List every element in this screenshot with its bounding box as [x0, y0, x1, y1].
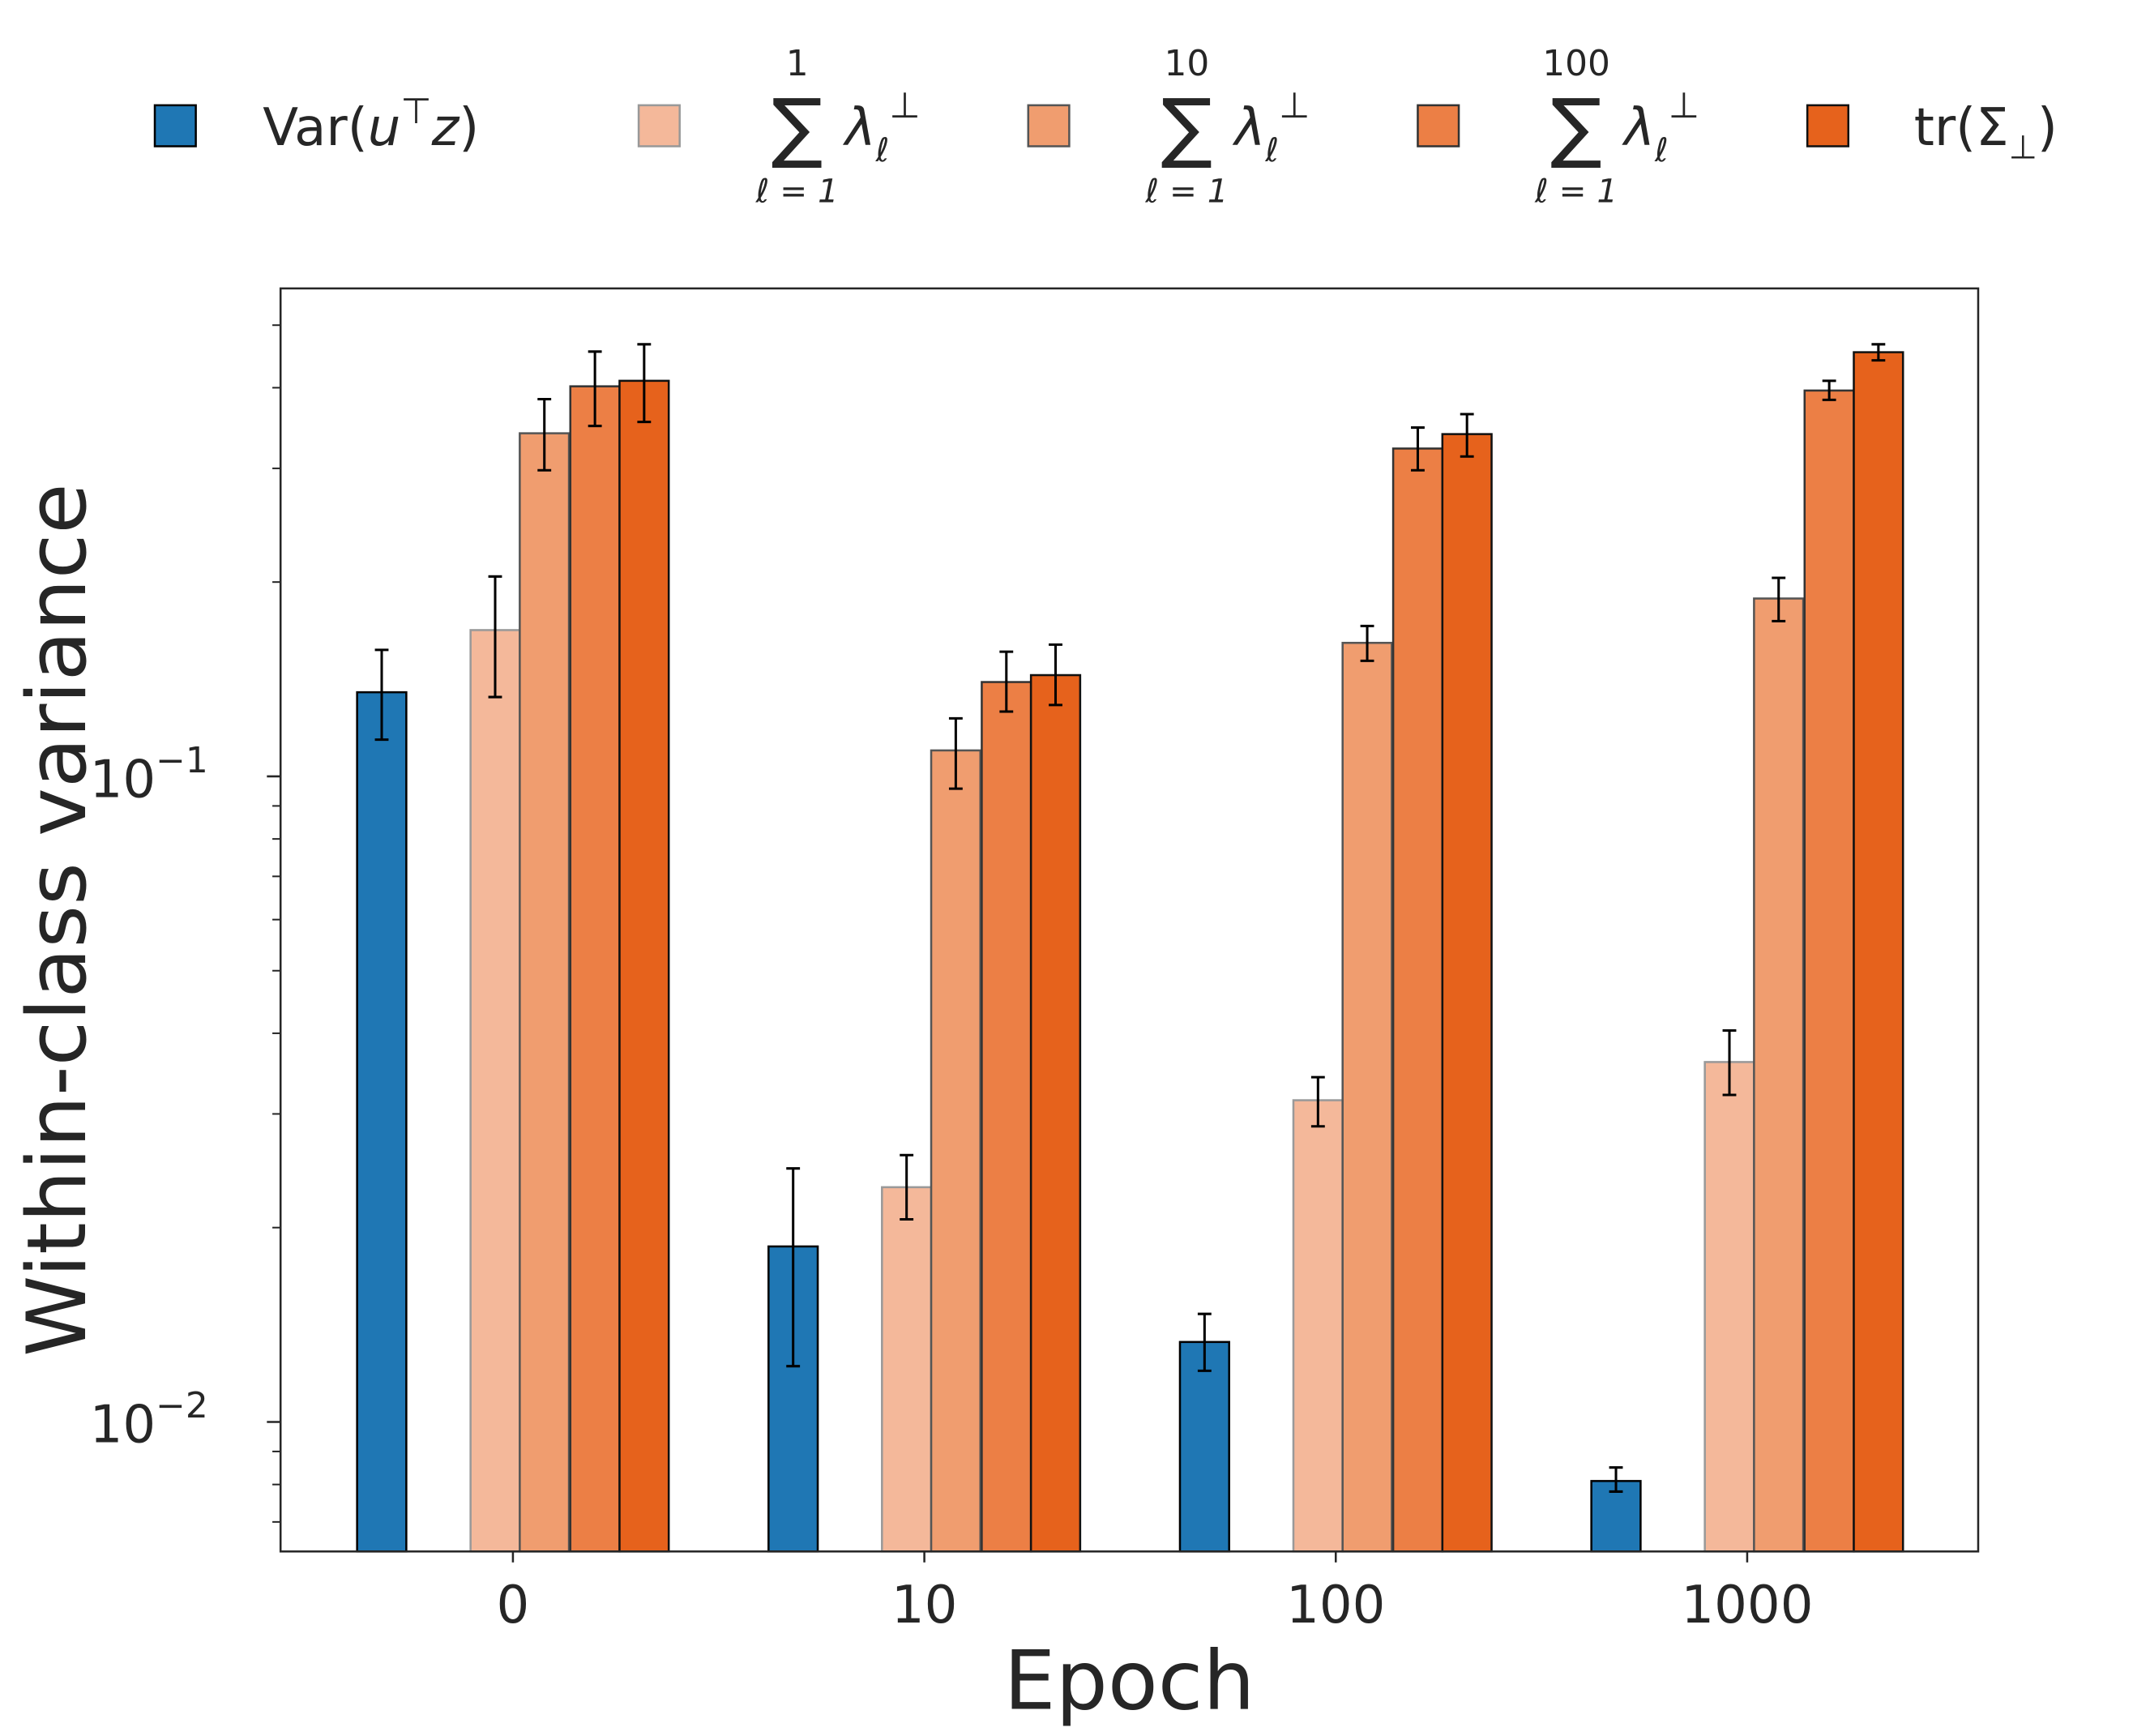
error-bar-2-10: [948, 716, 963, 790]
legend-sum-bottom: ℓ = 1: [755, 172, 839, 211]
axes: 0 10 100 1000: [267, 324, 1813, 1636]
legend-swatch-trace: [1806, 104, 1850, 148]
error-bar-0-0: [374, 648, 389, 742]
bar-2-0: [519, 432, 571, 1553]
x-tick-label-0: 0: [497, 1576, 530, 1636]
y-axis-label: Within-class variance: [9, 483, 105, 1357]
legend-lambda: λℓ⊥: [1232, 85, 1310, 169]
plot-frame: [279, 287, 1980, 1553]
error-bar-3-10: [999, 650, 1014, 713]
legend-entry-sum-1: 1 ∑ ℓ = 1 λℓ⊥: [637, 43, 921, 211]
bar-1-10: [881, 1186, 933, 1553]
y-tick-label-0.01: 10−2: [90, 1385, 208, 1455]
bar-3-1000: [1803, 389, 1855, 1553]
legend-sum-top: 1: [786, 43, 809, 84]
error-bar-4-0: [637, 343, 652, 424]
error-bar-2-0: [537, 397, 552, 472]
bars-layer: [356, 351, 1904, 1553]
bar-4-100: [1441, 433, 1493, 1553]
error-bar-4-100: [1460, 413, 1474, 458]
error-bar-3-1000: [1822, 379, 1836, 401]
error-bar-1-1000: [1722, 1028, 1737, 1097]
error-bar-0-100: [1197, 1312, 1212, 1372]
error-bar-2-1000: [1772, 576, 1786, 622]
legend-swatch-sum-1: [637, 104, 681, 148]
bar-1-0: [469, 629, 521, 1553]
bar-4-0: [618, 379, 670, 1553]
legend-swatch-var: [153, 104, 197, 148]
error-bar-3-0: [588, 350, 602, 428]
bar-0-0: [356, 691, 408, 1553]
bar-3-0: [569, 385, 621, 1553]
bar-1-1000: [1703, 1061, 1755, 1553]
y-tick-label-0.1: 10−1: [90, 740, 208, 810]
error-bar-4-10: [1049, 643, 1062, 707]
error-bar-4-1000: [1871, 343, 1886, 362]
error-bar-1-100: [1310, 1075, 1325, 1128]
legend-label-trace: tr(Σ⊥): [1914, 98, 2058, 167]
legend-swatch-sum-10: [1027, 104, 1071, 148]
error-bar-1-0: [488, 575, 502, 699]
sigma-symbol: ∑: [1161, 83, 1213, 172]
bar-0-100: [1178, 1340, 1230, 1553]
bar-2-100: [1341, 641, 1393, 1553]
x-tick-label-1000: 1000: [1681, 1576, 1813, 1636]
legend-entry-sum-100: 100 ∑ ℓ = 1 λℓ⊥: [1417, 43, 1699, 211]
sigma-symbol: ∑: [772, 83, 823, 172]
bar-1-100: [1292, 1099, 1344, 1553]
bar-3-10: [981, 681, 1032, 1553]
legend-sum-top: 100: [1542, 43, 1610, 84]
bar-3-100: [1391, 447, 1444, 1553]
sigma-symbol: ∑: [1550, 83, 1602, 172]
bar-4-1000: [1853, 351, 1904, 1553]
x-tick-label-100: 100: [1286, 1576, 1385, 1636]
legend-entry-sum-10: 10 ∑ ℓ = 1 λℓ⊥: [1027, 43, 1310, 211]
error-bar-3-100: [1411, 426, 1425, 472]
legend: Var(u⊤z) 1 ∑ ℓ = 1 λℓ⊥ 10 ∑ ℓ = 1 λℓ⊥ 10…: [153, 43, 2058, 211]
error-bars-layer: [374, 343, 1886, 1493]
legend-sum-top: 10: [1165, 43, 1210, 84]
legend-sum-bottom: ℓ = 1: [1534, 172, 1618, 211]
error-bar-0-10: [786, 1167, 801, 1368]
legend-swatch-sum-100: [1417, 104, 1460, 148]
error-bar-1-10: [900, 1153, 914, 1221]
x-tick-label-10: 10: [891, 1576, 958, 1636]
legend-sum-bottom: ℓ = 1: [1144, 172, 1228, 211]
legend-lambda: λℓ⊥: [1622, 85, 1699, 169]
legend-entry-trace: tr(Σ⊥): [1806, 98, 2058, 167]
legend-lambda: λℓ⊥: [843, 85, 921, 169]
bar-2-10: [930, 749, 982, 1553]
bar-2-1000: [1753, 597, 1805, 1553]
error-bar-2-100: [1360, 624, 1374, 662]
x-axis-label: Epoch: [1004, 1632, 1255, 1728]
legend-label-var: Var(u⊤z): [263, 91, 479, 158]
bar-4-10: [1029, 673, 1082, 1553]
error-bar-0-1000: [1609, 1466, 1623, 1493]
